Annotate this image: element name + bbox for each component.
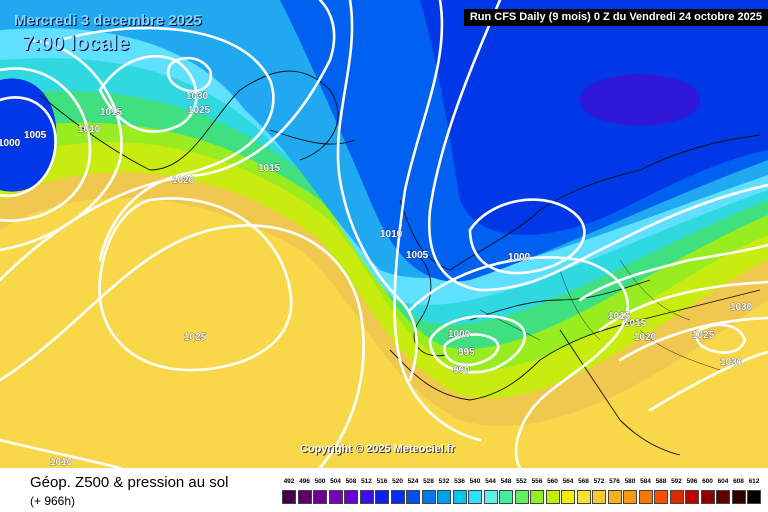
isobar-label: 995 — [458, 347, 475, 358]
legend-swatch — [468, 490, 482, 504]
legend-swatch — [483, 490, 498, 504]
legend-value: 580 — [624, 478, 636, 485]
copyright-notice: Copyright © 2025 Meteociel.fr — [300, 443, 455, 455]
legend-value: 536 — [454, 478, 465, 485]
legend-swatch — [530, 490, 544, 504]
isobar-label: 1015 — [608, 311, 631, 322]
isobar-label: 1010 — [78, 124, 101, 135]
isobar-label: 1025 — [188, 105, 211, 116]
isobar-label: 1005 — [406, 250, 429, 261]
legend-swatch — [282, 490, 296, 504]
isobar-label: 1005 — [24, 130, 47, 141]
legend-swatch — [375, 490, 389, 504]
forecast-date: Mercredi 3 decembre 2025 — [14, 12, 202, 29]
legend-value: 600 — [702, 478, 713, 485]
legend-swatch — [592, 490, 606, 504]
legend-swatch — [421, 490, 436, 504]
z500-band-512 — [420, 0, 768, 235]
legend-swatch — [437, 490, 451, 504]
isobar-label: 1030 — [720, 357, 743, 368]
legend-value: 508 — [345, 478, 357, 485]
isobar-label: 1010 — [380, 229, 403, 240]
legend-swatch — [607, 490, 622, 504]
legend-value: 560 — [547, 478, 558, 485]
legend-swatch — [514, 490, 529, 504]
isobar-label: 1015 — [258, 163, 281, 174]
legend-value: 608 — [733, 478, 744, 485]
legend-swatch — [716, 490, 730, 504]
isobar-label: 990 — [453, 365, 470, 376]
legend-value: 584 — [640, 478, 651, 485]
legend-value: 596 — [686, 478, 698, 485]
legend-value: 572 — [593, 478, 605, 485]
legend-swatch — [390, 490, 405, 504]
legend-swatch — [669, 490, 684, 504]
isobar-label: 1020 — [172, 175, 195, 186]
legend-value: 496 — [299, 478, 310, 485]
isobar-label: 1015 — [624, 318, 647, 329]
legend-swatch — [313, 490, 327, 504]
legend-value: 532 — [438, 478, 450, 485]
legend-swatch — [406, 490, 420, 504]
isobar-label: 1000 — [448, 329, 471, 340]
legend-swatch — [545, 490, 560, 504]
z500-band-576 — [0, 198, 768, 468]
legend-value: 548 — [500, 478, 512, 485]
legend-value: 520 — [392, 478, 403, 485]
isobar-label: 1010 — [50, 457, 73, 468]
legend-value: 576 — [609, 478, 620, 485]
legend-value: 504 — [330, 478, 341, 485]
legend-value: 588 — [655, 478, 667, 485]
legend-swatch — [359, 490, 374, 504]
legend-swatch — [654, 490, 668, 504]
legend-swatch — [328, 490, 343, 504]
legend-value: 540 — [469, 478, 481, 485]
isobar-label: 1030 — [186, 91, 209, 102]
isobar-labels: 1000 1005 1010 1015 1030 1025 1020 1015 … — [0, 91, 753, 468]
isobar-label: 1030 — [730, 302, 753, 313]
model-run-info: Run CFS Daily (9 mois) 0 Z du Vendredi 2… — [463, 9, 768, 26]
legend-value: 512 — [361, 478, 372, 485]
legend-value: 544 — [485, 478, 496, 485]
legend-value: 564 — [562, 478, 574, 485]
borders — [479, 259, 721, 371]
legend-swatch — [344, 490, 358, 504]
isobar-label: 1000 — [508, 252, 531, 263]
isobar-label: 1015 — [100, 107, 123, 118]
isobar-label: 1000 — [0, 138, 21, 149]
legend-value: 552 — [516, 478, 527, 485]
legend-value: 592 — [671, 478, 682, 485]
weather-map: 1000 1005 1010 1015 1030 1025 1020 1015 … — [0, 0, 768, 468]
legend-swatch — [297, 490, 312, 504]
legend-value: 528 — [423, 478, 434, 485]
legend-swatch — [731, 490, 746, 504]
legend-value: 556 — [531, 478, 543, 485]
legend-swatch — [561, 490, 575, 504]
legend-swatch — [576, 490, 591, 504]
legend-value: 500 — [314, 478, 326, 485]
isobar-label: 1025 — [692, 330, 715, 341]
legend-value: 524 — [407, 478, 419, 485]
legend-swatch — [700, 490, 715, 504]
legend-swatch — [685, 490, 699, 504]
legend-swatch — [452, 490, 467, 504]
forecast-time: 7:00 locale — [22, 32, 130, 55]
legend-swatch — [623, 490, 637, 504]
legend-value: 604 — [717, 478, 729, 485]
z500-low-core — [580, 74, 700, 126]
forecast-horizon: (+ 966h) — [30, 494, 76, 508]
legend-value: 612 — [748, 478, 760, 485]
isobars — [0, 0, 768, 468]
legend-swatch — [499, 490, 513, 504]
legend-swatch — [638, 490, 653, 504]
legend-value: 568 — [578, 478, 589, 485]
parameter-label: Géop. Z500 & pression au sol — [30, 474, 229, 491]
legend-swatch — [747, 490, 761, 504]
legend-value: 516 — [376, 478, 388, 485]
isobar-label: 1025 — [184, 332, 207, 343]
legend-value: 492 — [283, 478, 295, 485]
isobar-label: 1020 — [634, 332, 657, 343]
